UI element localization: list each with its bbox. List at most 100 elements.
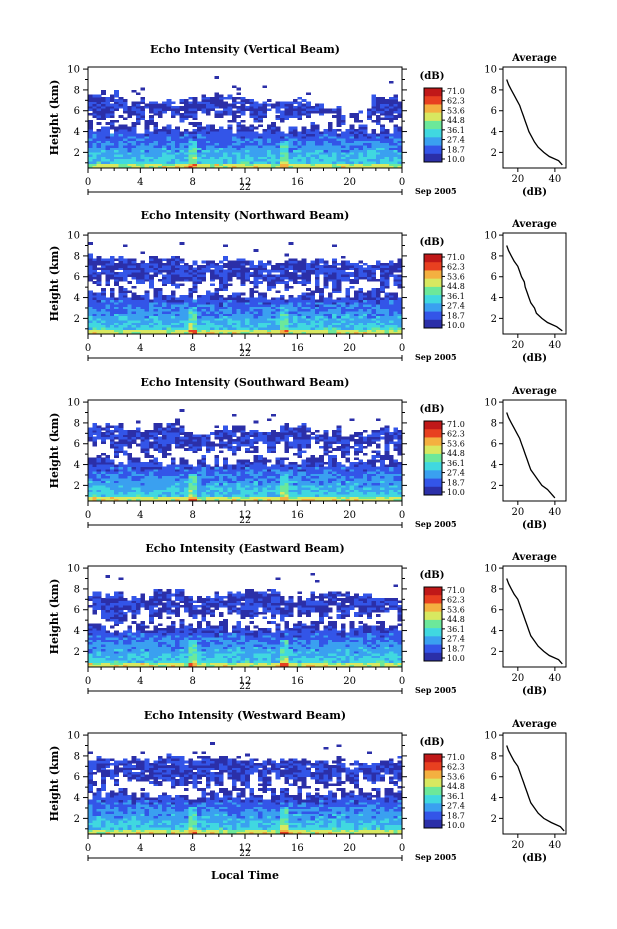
heatmap-cell [371, 265, 377, 268]
heatmap-cell [397, 329, 403, 333]
heatmap-cell [245, 308, 250, 312]
heatmap-cell [197, 138, 202, 141]
heatmap-cell [175, 299, 180, 303]
heatmap-cell [114, 487, 119, 490]
heatmap-cell [279, 265, 285, 268]
heatmap-cell [135, 475, 141, 479]
heatmap-cell [114, 313, 119, 317]
heatmap-cell [170, 262, 176, 266]
heatmap-cell [131, 429, 137, 433]
heatmap-cell [179, 441, 185, 445]
heatmap-cell [332, 258, 337, 261]
heatmap-cell [118, 482, 124, 486]
heatmap-cell [135, 464, 141, 467]
heatmap-cell [131, 101, 137, 105]
heatmap-cell [201, 482, 207, 486]
heatmap-cell [397, 278, 403, 282]
heatmap-cell [249, 140, 255, 144]
heatmap-cell [122, 262, 128, 266]
heatmap-cell [240, 434, 246, 438]
heatmap-cell [114, 480, 119, 484]
heatmap-cell [140, 272, 146, 275]
heatmap-cell [288, 147, 294, 151]
heatmap-cell [323, 281, 329, 284]
heatmap-cell [127, 441, 133, 445]
heatmap-cell [301, 140, 307, 144]
heatmap-cell [332, 149, 337, 153]
heatmap-cell [310, 317, 316, 321]
heatmap-cell [166, 327, 172, 330]
heatmap-cell [127, 163, 133, 167]
heatmap-cell [258, 138, 263, 141]
heatmap-cell [149, 484, 154, 488]
heatmap-cell [236, 306, 242, 310]
heatmap-cell [109, 272, 115, 275]
heatmap-cell [271, 274, 276, 278]
heatmap-cell [166, 281, 172, 284]
heatmap-cell [231, 487, 237, 490]
heatmap-cell [166, 320, 172, 323]
heatmap-cell [227, 158, 233, 162]
heatmap-cell [210, 142, 215, 146]
heatmap-cell [227, 297, 233, 300]
heatmap-cell [332, 260, 337, 264]
heatmap-cell [279, 161, 285, 164]
heatmap-cell [223, 276, 228, 280]
heatmap-cell [105, 311, 111, 314]
heatmap-cell [105, 304, 111, 307]
heatmap-cell [266, 329, 272, 333]
heatmap-cell [214, 138, 220, 141]
heatmap-cell [179, 163, 185, 167]
heatmap-cell [380, 158, 385, 162]
heatmap-cell [275, 151, 281, 155]
heatmap-cell [201, 133, 207, 137]
heatmap-cell [140, 299, 146, 303]
heatmap-cell [340, 145, 346, 148]
heatmap-cell [349, 126, 355, 130]
heatmap-cell [253, 473, 259, 477]
heatmap-cell [231, 294, 237, 298]
heatmap-cell [179, 154, 185, 157]
heatmap-cell [279, 308, 285, 312]
heatmap-cell [314, 126, 320, 130]
heatmap-cell [153, 311, 159, 314]
heatmap-cell [122, 267, 128, 271]
heatmap-cell [393, 151, 399, 155]
heatmap-cell [109, 459, 115, 463]
heatmap-cell [231, 135, 237, 139]
heatmap-cell [227, 294, 233, 298]
heatmap-cell [327, 135, 333, 139]
heatmap-cell [249, 294, 255, 298]
heatmap-cell [301, 306, 307, 310]
heatmap-cell [388, 327, 394, 330]
heatmap-cell [210, 161, 215, 164]
heatmap-cell [258, 154, 263, 157]
heatmap-cell [131, 315, 137, 319]
heatmap-cell [114, 496, 119, 500]
heatmap-cell [275, 301, 281, 305]
heatmap-cell [183, 317, 189, 321]
heatmap-cell [375, 265, 381, 268]
heatmap-cell [144, 131, 150, 134]
heatmap-cell [214, 147, 220, 151]
heatmap-cell [236, 311, 242, 314]
heatmap-cell [114, 304, 119, 307]
heatmap-cell [284, 281, 290, 284]
heatmap-cell [144, 489, 150, 493]
heatmap-cell [109, 478, 115, 481]
heatmap-cell [354, 145, 359, 148]
heatmap-cell [310, 163, 316, 167]
heatmap-cell [192, 115, 198, 118]
heatmap-cell [279, 324, 285, 328]
heatmap-cell [118, 498, 124, 502]
heatmap-cell [227, 308, 233, 312]
heatmap-cell [384, 294, 390, 298]
heatmap-cell [162, 306, 167, 310]
heatmap-cell [336, 288, 342, 291]
heatmap-cell [367, 276, 372, 280]
heatmap-cell [375, 304, 381, 307]
heatmap-cell [205, 112, 211, 116]
heatmap-cell [288, 112, 294, 116]
heatmap-cell [131, 441, 137, 445]
heatmap-cell [323, 265, 329, 268]
